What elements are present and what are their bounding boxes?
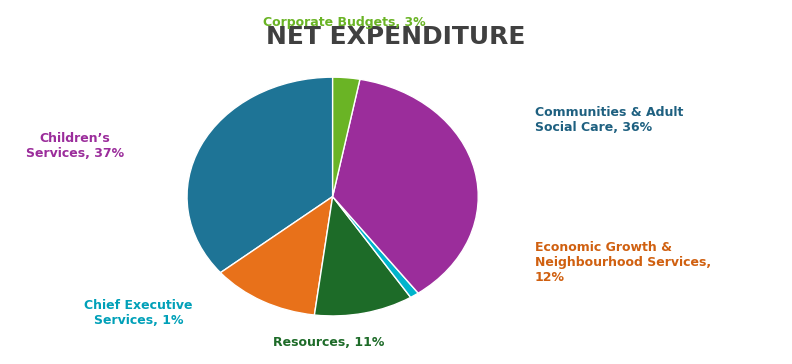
Wedge shape	[187, 77, 333, 273]
Text: Corporate Budgets, 3%: Corporate Budgets, 3%	[263, 16, 426, 29]
Text: Economic Growth &
Neighbourhood Services,
12%: Economic Growth & Neighbourhood Services…	[535, 241, 710, 284]
Wedge shape	[333, 197, 418, 297]
Text: Resources, 11%: Resources, 11%	[273, 336, 384, 349]
Text: Children’s
Services, 37%: Children’s Services, 37%	[26, 132, 124, 159]
Text: Communities & Adult
Social Care, 36%: Communities & Adult Social Care, 36%	[535, 106, 683, 134]
Wedge shape	[314, 197, 411, 316]
Text: NET EXPENDITURE: NET EXPENDITURE	[266, 25, 526, 50]
Wedge shape	[333, 77, 360, 197]
Wedge shape	[220, 197, 333, 315]
Text: Chief Executive
Services, 1%: Chief Executive Services, 1%	[85, 299, 192, 327]
Wedge shape	[333, 79, 478, 293]
